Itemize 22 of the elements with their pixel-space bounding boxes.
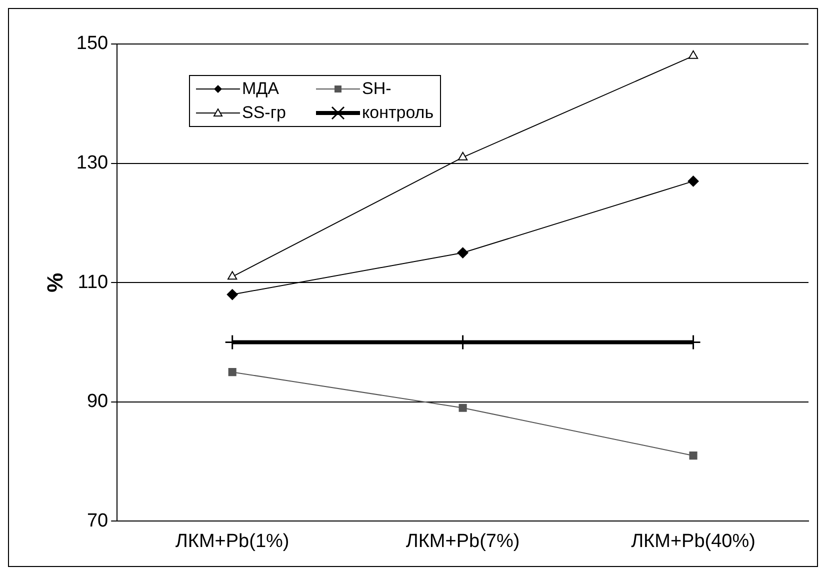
point bbox=[689, 452, 698, 460]
y-tick-label: 110 bbox=[78, 272, 108, 293]
y-tick-label: 150 bbox=[76, 33, 108, 54]
legend-label: контроль bbox=[362, 103, 434, 123]
point bbox=[228, 271, 238, 280]
legend-label: МДА bbox=[242, 79, 280, 99]
point bbox=[226, 289, 238, 300]
point bbox=[688, 176, 699, 187]
y-tick-label: 70 bbox=[86, 510, 108, 532]
y-tick-label: 90 bbox=[86, 391, 108, 412]
legend-label: SS-гр bbox=[242, 103, 286, 123]
x-tick-label: ЛКМ+Pb(1%) bbox=[175, 530, 290, 552]
x-tick-label: ЛКМ+Pb(7%) bbox=[406, 530, 520, 552]
point bbox=[228, 368, 236, 376]
y-axis-title: % bbox=[42, 272, 68, 292]
point bbox=[457, 247, 468, 258]
y-tick-label: 130 bbox=[76, 152, 108, 174]
legend-label: SH- bbox=[362, 79, 392, 99]
point bbox=[688, 50, 698, 59]
point bbox=[458, 152, 468, 160]
point bbox=[458, 404, 467, 412]
x-tick-label: ЛКМ+Pb(40%) bbox=[631, 530, 756, 552]
